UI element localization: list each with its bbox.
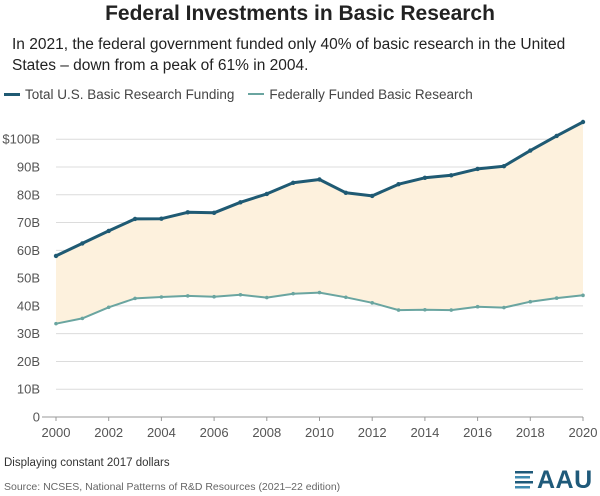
data-point-federal bbox=[106, 305, 111, 310]
gap-area-fill bbox=[56, 122, 583, 324]
footnote: Displaying constant 2017 dollars bbox=[4, 457, 170, 469]
data-point-federal bbox=[502, 305, 506, 310]
aau-logo: AAU bbox=[514, 466, 598, 494]
data-point-total bbox=[317, 177, 322, 182]
x-tick-label: 2002 bbox=[94, 425, 123, 440]
data-point-total bbox=[211, 210, 217, 216]
x-tick-label: 2006 bbox=[200, 425, 229, 440]
y-tick-label: 30B bbox=[17, 326, 40, 341]
x-tick-label: 2020 bbox=[569, 425, 598, 440]
legend-label-federal: Federally Funded Basic Research bbox=[269, 86, 473, 102]
data-point-total bbox=[159, 216, 164, 221]
data-point-total bbox=[343, 190, 349, 196]
data-point-total bbox=[106, 228, 111, 234]
data-point-total bbox=[238, 200, 243, 205]
y-tick-label: 40B bbox=[17, 298, 40, 313]
data-point-total bbox=[422, 175, 428, 181]
legend-swatch-total bbox=[4, 92, 20, 96]
data-point-federal bbox=[554, 296, 559, 300]
logo-mark-icon bbox=[515, 470, 533, 488]
x-tick-label: 2012 bbox=[358, 425, 387, 440]
x-tick-label: 2018 bbox=[516, 425, 545, 440]
y-tick-label: 90B bbox=[17, 160, 40, 175]
data-point-federal bbox=[159, 295, 164, 299]
data-point-federal bbox=[238, 292, 243, 297]
data-point-total bbox=[554, 133, 559, 139]
data-point-federal bbox=[212, 294, 216, 299]
data-point-total bbox=[290, 180, 296, 186]
data-point-total bbox=[185, 210, 190, 215]
source-note: Source: NCSES, National Patterns of R&D … bbox=[4, 481, 341, 493]
y-tick-label: 70B bbox=[17, 215, 40, 230]
legend-label-total: Total U.S. Basic Research Funding bbox=[25, 86, 235, 102]
legend-item-federal: Federally Funded Basic Research bbox=[248, 86, 473, 102]
data-point-federal bbox=[344, 295, 348, 300]
chart-title: Federal Investments in Basic Research bbox=[105, 2, 495, 25]
line-chart: 0 10B 20B 30B 40B 50B 60B 70B 80B 90B $100B 2000 200… bbox=[2, 119, 597, 440]
data-point-federal bbox=[133, 296, 137, 301]
x-tick-label: 2004 bbox=[147, 425, 176, 440]
y-tick-label: 10B bbox=[17, 382, 40, 397]
data-point-total bbox=[396, 182, 401, 187]
y-tick-label: 60B bbox=[17, 243, 40, 258]
data-point-federal bbox=[265, 295, 269, 300]
data-point-federal bbox=[185, 294, 190, 298]
y-tick-label: $100B bbox=[2, 132, 40, 147]
data-point-federal bbox=[581, 293, 585, 298]
area-fill-layer bbox=[56, 122, 583, 324]
x-tick-label: 2000 bbox=[42, 425, 71, 440]
data-point-total bbox=[264, 191, 269, 197]
data-point-federal bbox=[80, 316, 85, 321]
y-tick-label: 50B bbox=[17, 271, 40, 286]
data-point-federal bbox=[54, 321, 58, 326]
y-tick-label: 0 bbox=[33, 410, 40, 425]
data-point-federal bbox=[528, 299, 533, 304]
axes: 0 10B 20B 30B 40B 50B 60B 70B 80B 90B $100B 2000 200… bbox=[2, 132, 597, 440]
data-point-total bbox=[370, 193, 375, 199]
data-point-total bbox=[132, 216, 138, 222]
data-point-total bbox=[528, 148, 533, 153]
data-point-total bbox=[80, 241, 85, 246]
data-point-federal bbox=[475, 304, 480, 309]
data-point-federal bbox=[370, 301, 375, 305]
x-tick-label: 2016 bbox=[463, 425, 492, 440]
data-point-total bbox=[501, 163, 507, 169]
series-layer bbox=[53, 119, 586, 326]
data-point-total bbox=[53, 253, 59, 259]
data-point-total bbox=[475, 166, 480, 172]
legend-item-total: Total U.S. Basic Research Funding bbox=[4, 87, 234, 102]
data-point-federal bbox=[291, 291, 295, 296]
chart-subtitle: In 2021, the federal government funded o… bbox=[12, 36, 566, 74]
y-tick-label: 20B bbox=[17, 354, 40, 369]
data-point-federal bbox=[423, 307, 427, 312]
data-point-federal bbox=[396, 308, 401, 312]
x-tick-label: 2010 bbox=[305, 425, 334, 440]
data-point-federal bbox=[317, 290, 322, 295]
y-tick-label: 80B bbox=[17, 187, 40, 202]
logo-text: AAU bbox=[537, 466, 593, 494]
legend-swatch-federal bbox=[248, 93, 265, 95]
x-tick-label: 2008 bbox=[252, 425, 281, 440]
x-tick-label: 2014 bbox=[410, 425, 439, 440]
data-point-federal bbox=[449, 308, 454, 312]
data-point-total bbox=[449, 173, 454, 178]
legend: Total U.S. Basic Research Funding Federa… bbox=[4, 86, 487, 102]
data-point-total bbox=[580, 119, 586, 125]
